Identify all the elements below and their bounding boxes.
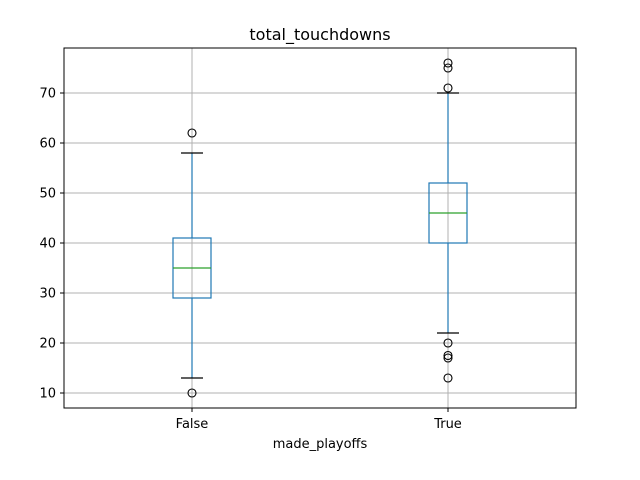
plot-frame [63,47,577,409]
box-group-false [172,128,212,398]
outlier-point [187,128,197,138]
grid-layer [64,48,576,408]
chart-title: total_touchdowns [249,25,390,45]
y-tick-label: 30 [39,287,56,302]
y-tick-label: 40 [39,237,56,252]
outlier-point [443,58,453,68]
outlier-point [443,83,453,93]
y-tick-label: 70 [39,87,56,102]
box-layer [172,58,468,398]
y-tick-label: 20 [39,337,56,352]
x-tick-label: False [176,417,209,432]
y-tick-label: 50 [39,187,56,202]
y-tick-label: 60 [39,137,56,152]
axis-layer: 10 20 30 40 50 60 70 False True [39,47,577,432]
x-axis-title: made_playoffs [273,437,368,452]
x-tick-label: True [433,417,462,432]
outlier-point [187,388,197,398]
y-tick-label: 10 [39,387,56,402]
outlier-point [443,353,453,363]
outlier-point [443,350,453,361]
outlier-point [443,373,453,383]
outlier-point [443,338,453,348]
outlier-point [443,63,453,73]
box-group-true [428,58,468,383]
